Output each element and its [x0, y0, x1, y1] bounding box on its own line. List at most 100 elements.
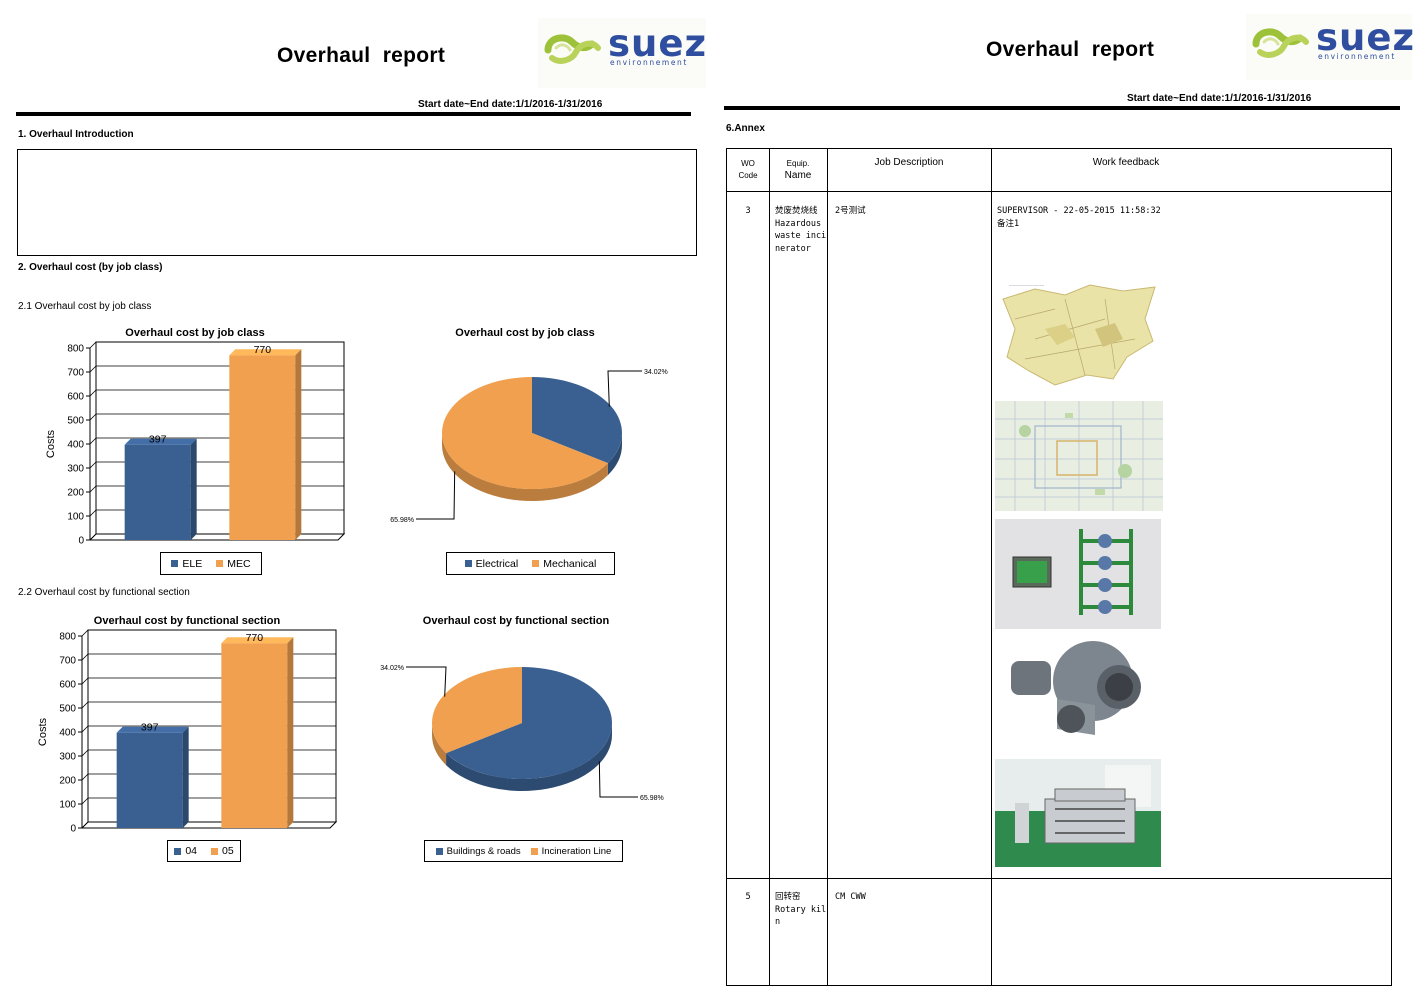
data-label: 770 [246, 632, 264, 644]
bar-chart-functional-section: 0 100 200 300 400 500 600 700 800 Costs 397 770 [37, 629, 338, 835]
equip-name-cell: 回转窑 Rotary kiln [775, 892, 827, 927]
blower-fan-image [1011, 641, 1141, 735]
logo-word: suez [608, 22, 707, 65]
chart-title: Overhaul cost by functional section [93, 615, 281, 627]
city-map-photo[interactable] [995, 401, 1163, 511]
gridline-depth [89, 509, 97, 517]
bar-side [287, 637, 294, 828]
logo-tagline: environnement [1318, 52, 1396, 61]
pie-slice-side [607, 433, 622, 476]
gridline-depth [81, 701, 89, 709]
bar [116, 726, 189, 828]
y-tick-label: 100 [67, 512, 84, 523]
factory-machine-photo[interactable] [995, 759, 1161, 867]
y-tick-label: 300 [67, 464, 84, 475]
pie-percent-label: 65.98% [640, 795, 664, 802]
y-axis-label: Costs [45, 429, 57, 458]
pie-percent-label: 34.02% [380, 665, 404, 672]
gridline-depth [81, 797, 89, 805]
pie-slice [532, 377, 622, 464]
chart-title: Overhaul cost by job class [455, 327, 595, 339]
data-label: 397 [141, 722, 159, 734]
bar-side [190, 438, 197, 540]
job-description-cell: 2号测试 [835, 206, 866, 216]
legend-item: 04 [174, 845, 197, 857]
legend-item: Mechanical [532, 558, 596, 570]
bar-front [229, 355, 296, 540]
chart-legend: 04 05 [167, 840, 241, 862]
leader-line [607, 370, 642, 407]
bar [124, 438, 197, 540]
legend-item: ELE [171, 558, 202, 570]
bar-top [116, 726, 189, 733]
chart-legend: Electrical Mechanical [446, 552, 615, 575]
header-text: Code [738, 171, 758, 180]
data-label: 770 [254, 344, 272, 356]
y-tick-label: 200 [67, 488, 84, 499]
logo-tagline: environnement [610, 58, 688, 67]
gridline-depth [89, 485, 97, 493]
legend-label: Electrical [475, 557, 519, 570]
bar-chart-job-class: 0 100 200 300 400 500 600 700 800 Costs 397 770 [45, 341, 346, 547]
pie-slice [432, 667, 522, 754]
legend-label: Buildings & roads [446, 845, 521, 857]
blower-fan-photo[interactable] [995, 639, 1161, 747]
row-divider [727, 878, 1391, 879]
header-work-feedback: Work feedback [1092, 157, 1160, 168]
page-title: Overhaul report [986, 38, 1155, 61]
equip-name-cell: 焚废焚烧线 Hazardous waste incinerator [775, 206, 827, 254]
gridline-depth [81, 821, 89, 829]
data-label: 397 [149, 434, 167, 446]
pipe-assembly-photo[interactable] [995, 519, 1161, 629]
y-tick-label: 600 [59, 680, 76, 691]
legend-item: Electrical [464, 557, 519, 570]
y-tick-label: 800 [59, 632, 76, 643]
header-equip-name: Equip. Name [769, 158, 827, 182]
y-tick-label: 100 [59, 800, 76, 811]
column-divider [827, 149, 828, 985]
pie-slice-side [442, 433, 608, 501]
bar-side [295, 349, 302, 540]
legend-item: 05 [211, 845, 234, 857]
map-photo[interactable]: ~~~~~~~~~~~~~~~ [995, 279, 1163, 391]
annex-table: WO Code Equip. Name Job Description Work… [726, 148, 1392, 986]
section-title: 2. Overhaul cost (by job class) [18, 262, 163, 273]
bar-top [229, 349, 302, 356]
header-text: Name [784, 170, 812, 181]
wo-code-cell: 3 [745, 206, 751, 216]
pie-slice [446, 667, 612, 779]
introduction-box [17, 149, 697, 256]
legend-item: Incineration Line [530, 846, 611, 857]
row-divider [727, 191, 1391, 192]
bar-side [182, 726, 189, 828]
gridline-depth [81, 653, 89, 661]
suez-swirl-icon [1252, 28, 1309, 58]
pie-slice [442, 377, 608, 489]
page-title: Overhaul report [277, 44, 446, 67]
leader-line [416, 471, 456, 520]
logo-word: suez [1316, 16, 1415, 59]
pie-chart-job-class: 34.02% 65.98% [390, 369, 668, 524]
chart-title: Overhaul cost by functional section [422, 615, 610, 627]
map-image: ~~~~~~~~~~~~~~~ [1002, 283, 1156, 386]
gridline-depth [89, 437, 97, 445]
gridline-depth [89, 365, 97, 373]
legend-label: ELE [182, 557, 203, 570]
y-tick-label: 0 [78, 536, 84, 547]
date-range: Start date~End date:1/1/2016-1/31/2016 [1127, 93, 1312, 104]
y-tick-label: 400 [67, 440, 84, 451]
section-title: 1. Overhaul Introduction [18, 129, 134, 140]
y-tick-label: 600 [67, 392, 84, 403]
bar-front [116, 732, 183, 828]
y-tick-label: 500 [59, 704, 76, 715]
column-divider [769, 149, 770, 985]
leader-line [406, 666, 447, 697]
legend-label: Mechanical [543, 557, 597, 570]
bar-front [124, 444, 191, 540]
header-text: Equip. [786, 159, 810, 168]
legend-item: Buildings & roads [435, 845, 521, 857]
suez-logo: suez environnement [1246, 14, 1415, 80]
header-text: WO [741, 159, 755, 168]
chart-legend: ELE MEC [160, 552, 262, 575]
pie-percent-label: 34.02% [644, 369, 668, 376]
